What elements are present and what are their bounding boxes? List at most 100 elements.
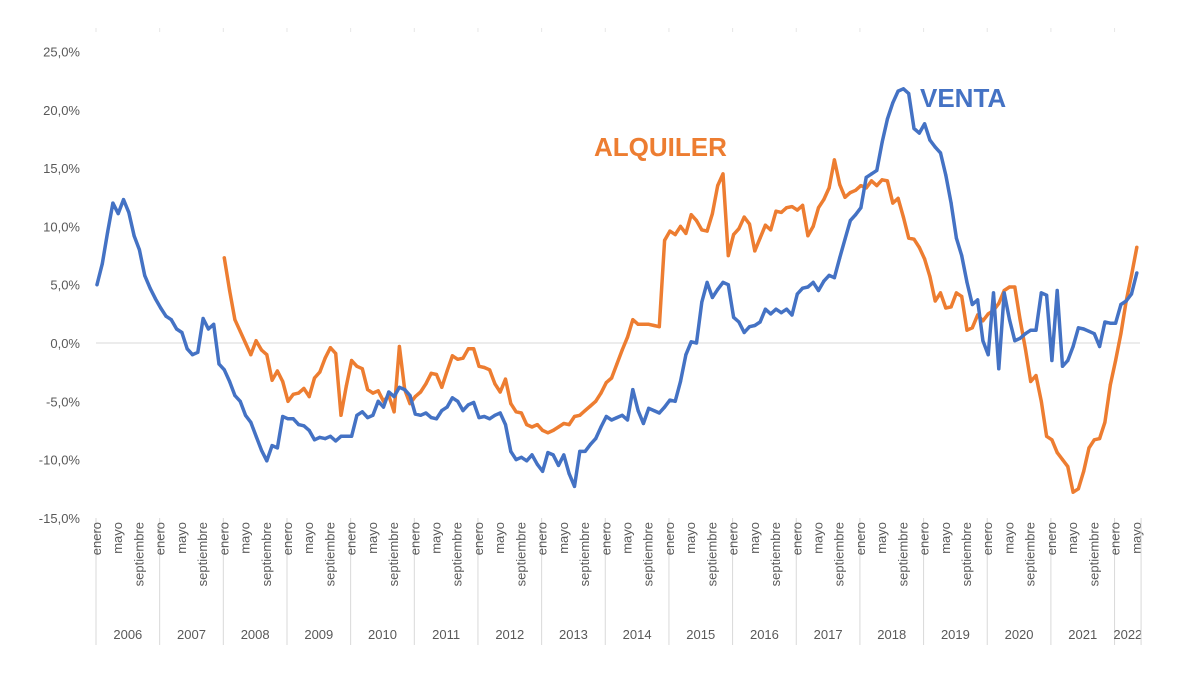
data-point-venta [286, 417, 290, 421]
data-point-venta [732, 315, 736, 319]
data-point-venta [461, 409, 465, 413]
y-tick-label: 10,0% [43, 219, 80, 234]
data-point-venta [127, 210, 131, 214]
year-label: 2018 [877, 627, 906, 642]
data-point-venta [742, 330, 746, 335]
month-tick-label: septiembre [322, 522, 337, 586]
month-tick-label: enero [89, 522, 104, 555]
data-point-venta [991, 291, 996, 295]
data-point-alquiler [694, 219, 699, 223]
data-point-venta [254, 434, 258, 438]
data-point-venta [843, 237, 847, 241]
data-point-venta [981, 339, 985, 343]
data-point-venta [302, 424, 306, 428]
data-point-venta [551, 453, 555, 457]
data-point-alquiler [631, 318, 635, 322]
data-point-alquiler [578, 413, 582, 417]
data-point-alquiler [222, 256, 226, 260]
month-tick-label: mayo [810, 522, 825, 554]
data-point-venta [917, 131, 921, 135]
data-point-alquiler [541, 428, 545, 432]
data-point-alquiler [705, 229, 709, 233]
data-point-venta [1124, 299, 1128, 303]
data-point-venta [726, 283, 730, 287]
data-point-alquiler [238, 329, 242, 333]
data-point-venta [440, 409, 444, 413]
data-point-venta [567, 472, 571, 476]
y-tick-label: -10,0% [39, 453, 81, 468]
data-point-venta [795, 292, 799, 296]
data-point-venta [838, 256, 842, 260]
month-tick-label: septiembre [259, 522, 274, 586]
data-point-venta [572, 484, 577, 488]
month-tick-label: enero [1108, 522, 1123, 555]
y-tick-label: -5,0% [46, 394, 80, 409]
data-point-venta [503, 423, 508, 427]
data-point-venta [1060, 364, 1065, 368]
data-point-venta [355, 413, 359, 417]
data-point-venta [307, 428, 311, 432]
data-point-alquiler [243, 341, 248, 345]
data-point-alquiler [1034, 374, 1038, 378]
month-tick-label: enero [471, 522, 486, 555]
data-point-venta [281, 414, 285, 419]
data-point-venta [206, 327, 210, 331]
data-point-venta [912, 126, 916, 131]
data-point-venta [397, 385, 401, 389]
data-point-alquiler [641, 322, 646, 326]
month-tick-label: mayo [1129, 522, 1144, 554]
data-point-alquiler [275, 369, 279, 373]
data-point-alquiler [546, 431, 550, 435]
data-point-venta [652, 409, 656, 413]
year-label: 2013 [559, 627, 588, 642]
data-point-venta [827, 273, 831, 277]
data-point-venta [737, 320, 741, 324]
year-label: 2007 [177, 627, 206, 642]
data-point-venta [907, 91, 911, 96]
data-point-alquiler [843, 195, 847, 199]
data-point-alquiler [891, 201, 895, 205]
month-tick-label: mayo [1065, 522, 1080, 554]
data-point-venta [785, 307, 789, 311]
x-axis: 2006 enero mayo septiembre 2007 enero mayo sept… [89, 28, 1144, 645]
data-point-venta [121, 198, 126, 202]
data-point-alquiler [519, 411, 524, 415]
data-point-venta [429, 416, 433, 420]
data-point-venta [864, 175, 868, 179]
month-tick-label: septiembre [195, 522, 210, 586]
data-point-venta [392, 395, 396, 399]
month-tick-label: septiembre [577, 522, 592, 586]
data-point-venta [721, 280, 725, 284]
data-point-venta [535, 462, 539, 466]
data-point-alquiler [366, 388, 370, 392]
data-point-venta [408, 393, 412, 398]
data-point-venta [779, 311, 783, 315]
month-tick-label: enero [598, 522, 613, 555]
data-point-venta [100, 262, 104, 266]
data-point-venta [1076, 326, 1080, 330]
data-point-venta [1023, 332, 1027, 336]
data-point-alquiler [498, 390, 502, 394]
data-point-alquiler [901, 215, 906, 219]
data-point-alquiler [360, 367, 364, 371]
data-point-alquiler [1029, 379, 1033, 384]
data-point-alquiler [657, 325, 661, 329]
data-point-venta [270, 444, 274, 448]
data-point-alquiler [986, 312, 990, 316]
data-point-venta [376, 399, 380, 403]
data-point-alquiler [551, 428, 555, 432]
data-point-venta [689, 340, 693, 344]
data-point-alquiler [270, 378, 274, 382]
month-tick-label: enero [662, 522, 677, 555]
data-point-alquiler [970, 326, 974, 330]
data-point-alquiler [1002, 288, 1006, 293]
data-point-venta [541, 469, 545, 473]
data-point-alquiler [673, 233, 677, 237]
data-point-alquiler [779, 210, 783, 214]
data-point-venta [588, 442, 593, 446]
data-point-venta [1034, 328, 1038, 332]
data-point-alquiler [663, 238, 667, 242]
data-point-alquiler [482, 365, 486, 370]
data-point-venta [546, 451, 550, 455]
data-point-venta [1103, 320, 1107, 324]
